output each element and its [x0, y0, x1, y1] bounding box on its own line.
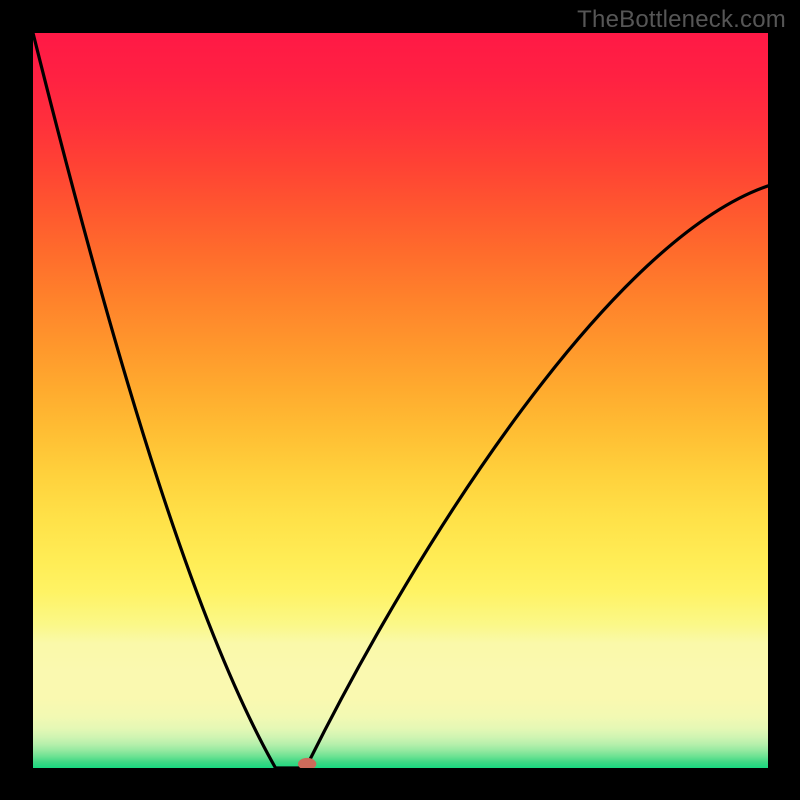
chart-frame: TheBottleneck.com: [0, 0, 800, 800]
plot-background: [33, 33, 768, 768]
watermark-text: TheBottleneck.com: [577, 6, 786, 34]
bottleneck-chart: [33, 33, 768, 768]
